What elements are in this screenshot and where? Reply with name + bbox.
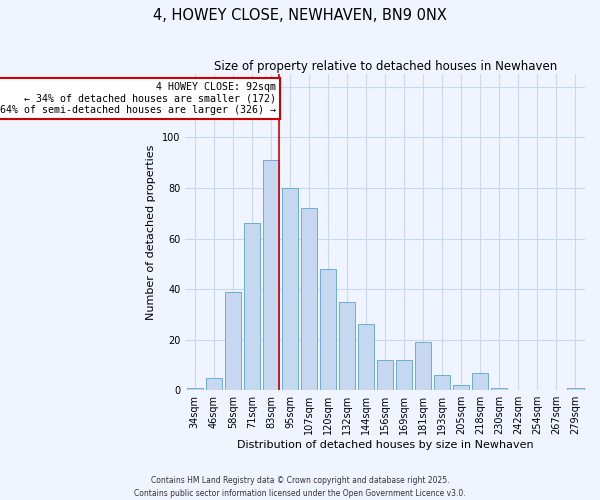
Text: Contains HM Land Registry data © Crown copyright and database right 2025.
Contai: Contains HM Land Registry data © Crown c… xyxy=(134,476,466,498)
Bar xyxy=(472,372,488,390)
Text: 4 HOWEY CLOSE: 92sqm
← 34% of detached houses are smaller (172)
64% of semi-deta: 4 HOWEY CLOSE: 92sqm ← 34% of detached h… xyxy=(0,82,276,115)
Bar xyxy=(491,388,508,390)
Bar xyxy=(282,188,298,390)
Bar xyxy=(568,388,584,390)
Bar xyxy=(415,342,431,390)
Bar xyxy=(301,208,317,390)
Bar xyxy=(244,224,260,390)
Bar xyxy=(225,292,241,390)
Bar xyxy=(339,302,355,390)
Title: Size of property relative to detached houses in Newhaven: Size of property relative to detached ho… xyxy=(214,60,557,73)
Bar xyxy=(320,269,336,390)
Bar xyxy=(187,388,203,390)
Bar xyxy=(206,378,222,390)
Bar xyxy=(263,160,279,390)
Bar xyxy=(396,360,412,390)
Bar xyxy=(434,375,451,390)
X-axis label: Distribution of detached houses by size in Newhaven: Distribution of detached houses by size … xyxy=(237,440,533,450)
Bar xyxy=(377,360,393,390)
Bar xyxy=(453,385,469,390)
Y-axis label: Number of detached properties: Number of detached properties xyxy=(146,144,157,320)
Bar xyxy=(358,324,374,390)
Text: 4, HOWEY CLOSE, NEWHAVEN, BN9 0NX: 4, HOWEY CLOSE, NEWHAVEN, BN9 0NX xyxy=(153,8,447,22)
